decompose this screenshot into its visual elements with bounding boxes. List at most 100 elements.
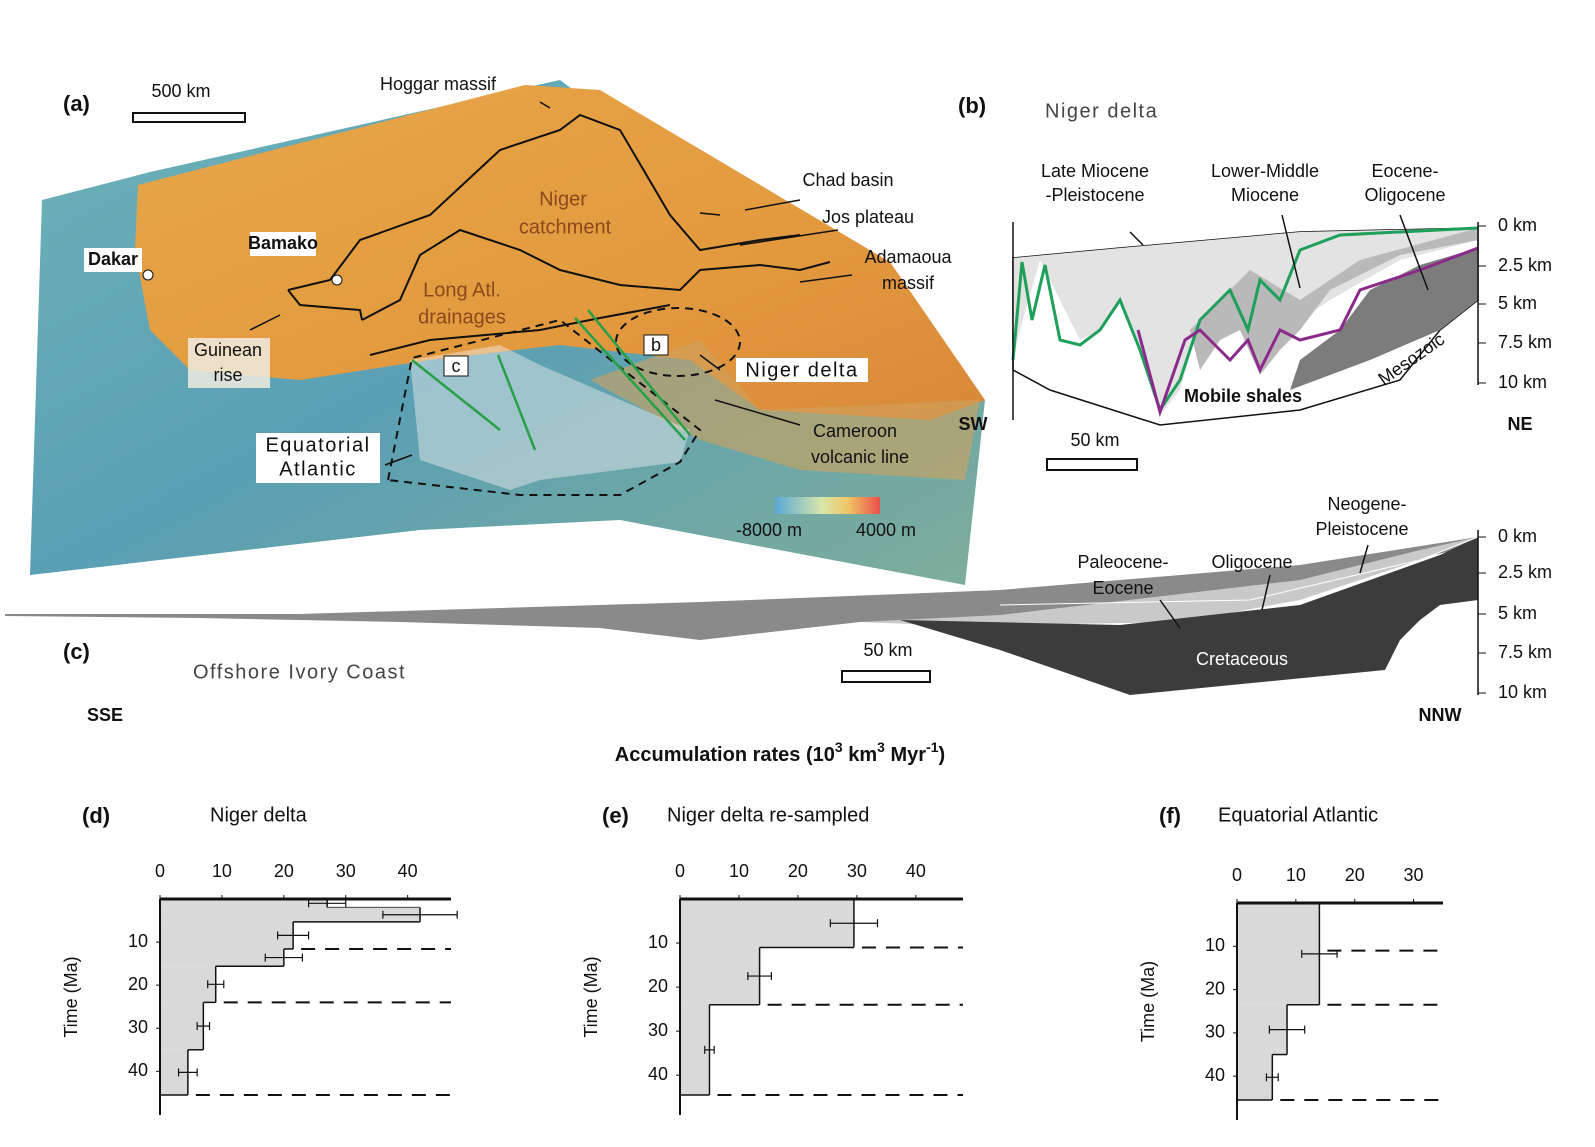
y-tick-label: 20 (128, 974, 148, 994)
y-tick-label: 10 (648, 932, 668, 952)
depth-label: 7.5 km (1498, 642, 1552, 662)
scale-label: 500 km (151, 81, 210, 101)
x-tick-label: 30 (1404, 865, 1424, 885)
depth-label: 0 km (1498, 215, 1537, 235)
y-tick-label: 30 (1205, 1022, 1225, 1042)
y-tick-label: 10 (128, 931, 148, 951)
scale-label: 50 km (1070, 430, 1119, 450)
x-tick-label: 40 (906, 861, 926, 881)
depth-label: 5 km (1498, 603, 1537, 623)
y-tick-label: 30 (648, 1020, 668, 1040)
y-tick-label: 30 (128, 1017, 148, 1037)
place-label: Bamako (248, 233, 318, 253)
panel-title: Niger delta (1045, 100, 1158, 122)
unit-label: Late Miocene (1041, 161, 1149, 181)
panel-label: (e) (602, 803, 629, 828)
panel-label: (c) (63, 639, 90, 664)
bar (680, 899, 854, 947)
x-tick-label: 0 (1232, 865, 1242, 885)
x-tick-label: 20 (788, 861, 808, 881)
chart-title: Niger delta re-sampled (667, 804, 869, 826)
place-label: Long Atl. (423, 279, 501, 301)
y-tick-label: 40 (1205, 1065, 1225, 1085)
depth-label: 10 km (1498, 682, 1547, 702)
colorbar-label: 4000 m (856, 520, 916, 540)
place-label: Hoggar massif (380, 74, 497, 94)
depth-label: 2.5 km (1498, 255, 1552, 275)
unit-label: Mobile shales (1184, 386, 1302, 406)
unit-label: -Pleistocene (1045, 185, 1144, 205)
y-tick-label: 20 (648, 976, 668, 996)
place-label: massif (882, 273, 935, 293)
bar (160, 908, 420, 922)
place-label: Adamaoua (864, 247, 952, 267)
place-label: Atlantic (279, 458, 357, 480)
unit-label: Eocene- (1371, 161, 1438, 181)
place-label: volcanic line (811, 447, 909, 467)
chart-title: Equatorial Atlantic (1218, 804, 1378, 826)
box-label: c (452, 356, 461, 376)
unit-label: Paleocene- (1077, 552, 1168, 572)
title-part: Accumulation rates (10 (615, 744, 835, 766)
x-tick-label: 40 (398, 861, 418, 881)
x-tick-label: 20 (274, 861, 294, 881)
title-part: 3 (877, 739, 885, 755)
unit-label: Lower-Middle (1211, 161, 1319, 181)
y-axis-label: Time (Ma) (581, 956, 601, 1037)
figure: (a) 500 km Hoggar massif Chad basin Jos … (0, 0, 1595, 1147)
map (30, 80, 985, 585)
direction-label: SSE (87, 705, 123, 725)
box-label: b (651, 335, 661, 355)
depth-label: 10 km (1498, 372, 1547, 392)
y-tick-label: 20 (1205, 978, 1225, 998)
unit-label: Oligocene (1364, 185, 1445, 205)
title-part: km (843, 744, 877, 766)
title-part: ) (939, 744, 946, 766)
x-tick-label: 10 (1286, 865, 1306, 885)
depth-label: 7.5 km (1498, 332, 1552, 352)
panel-title: Offshore Ivory Coast (193, 661, 406, 683)
chart-title: Niger delta (210, 804, 308, 826)
depth-label: 0 km (1498, 526, 1537, 546)
depth-label: 2.5 km (1498, 562, 1552, 582)
x-tick-label: 10 (212, 861, 232, 881)
unit-label: Neogene- (1327, 494, 1406, 514)
unit-label: Miocene (1231, 185, 1299, 205)
place-label: Cameroon (813, 421, 897, 441)
place-label: Equatorial (265, 434, 370, 456)
x-tick-label: 0 (155, 861, 165, 881)
scale-label: 50 km (863, 640, 912, 660)
place-label: drainages (418, 306, 506, 328)
y-tick-label: 40 (128, 1060, 148, 1080)
colorbar-label: -8000 m (736, 520, 802, 540)
y-axis-label: Time (Ma) (1138, 961, 1158, 1042)
unit-label: Pleistocene (1315, 519, 1408, 539)
place-label: Niger (539, 188, 587, 210)
place-label: rise (213, 365, 242, 385)
unit-label: Oligocene (1211, 552, 1292, 572)
x-tick-label: 20 (1345, 865, 1365, 885)
unit-label: Eocene (1092, 578, 1153, 598)
place-label: Guinean (194, 340, 262, 360)
depth-label: 5 km (1498, 293, 1537, 313)
direction-label: SW (959, 414, 988, 434)
direction-label: NNW (1419, 705, 1462, 725)
x-tick-label: 30 (847, 861, 867, 881)
panel-label: (f) (1159, 803, 1181, 828)
unit-label: Cretaceous (1196, 649, 1288, 669)
title-part: -1 (926, 739, 939, 755)
place-label: catchment (519, 216, 612, 238)
panel-label: (d) (82, 803, 110, 828)
y-axis-label: Time (Ma) (61, 956, 81, 1037)
place-label: Chad basin (802, 170, 893, 190)
x-tick-label: 10 (729, 861, 749, 881)
place-label: Dakar (88, 249, 138, 269)
y-tick-label: 10 (1205, 935, 1225, 955)
x-tick-label: 0 (675, 861, 685, 881)
x-tick-label: 30 (336, 861, 356, 881)
title-part: Myr (885, 744, 926, 766)
y-tick-label: 40 (648, 1064, 668, 1084)
direction-label: NE (1507, 414, 1532, 434)
place-label: Niger delta (745, 359, 858, 381)
panel-label: (b) (958, 93, 986, 118)
